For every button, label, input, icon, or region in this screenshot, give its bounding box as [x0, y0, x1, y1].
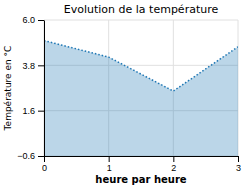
plot: 0 1 2 3 −0.6 1.6 3.8 6.0	[17, 15, 241, 173]
y-tick-label: 3.8	[22, 61, 35, 71]
y-tick-mark	[38, 156, 44, 157]
y-axis-title: Température en °C	[3, 46, 13, 132]
y-tick-label: 1.6	[22, 106, 35, 116]
y-tick-label: −0.6	[17, 151, 35, 161]
y-tick-label: 6.0	[22, 15, 35, 25]
x-tick: 3	[236, 156, 241, 173]
y-tick-mark	[38, 111, 44, 112]
y-axis: −0.6 1.6 3.8 6.0	[17, 15, 44, 161]
x-axis: 0 1 2 3	[42, 156, 241, 173]
line	[44, 41, 238, 91]
y-tick-mark	[38, 20, 44, 21]
x-tick-label: 2	[171, 163, 176, 173]
x-axis-title: heure par heure	[95, 174, 186, 185]
y-tick-mark	[38, 65, 44, 66]
y-axis-line	[44, 21, 45, 157]
x-tick-label: 1	[107, 163, 112, 173]
title: Evolution de la température	[64, 3, 219, 16]
x-tick-mark	[173, 156, 174, 162]
chart: 0 1 2 3 −0.6 1.6 3.8 6.0 Evolution de la tempéra…	[0, 0, 250, 188]
grid	[44, 20, 238, 156]
x-tick-label: 0	[42, 163, 47, 173]
grid-line	[44, 20, 45, 156]
x-tick: 0	[42, 156, 47, 173]
x-tick-mark	[44, 156, 45, 162]
x-tick: 2	[171, 156, 176, 173]
x-tick: 1	[107, 156, 112, 173]
x-tick-mark	[238, 156, 239, 162]
y-tick: 3.8	[22, 61, 44, 71]
marks	[44, 41, 238, 156]
y-tick: −0.6	[17, 151, 44, 161]
grid-line	[44, 20, 238, 21]
x-axis-line	[45, 156, 239, 157]
x-tick-label: 3	[236, 163, 241, 173]
y-tick: 6.0	[22, 15, 44, 25]
x-tick-mark	[109, 156, 110, 162]
y-tick: 1.6	[22, 106, 44, 116]
area	[44, 41, 238, 156]
